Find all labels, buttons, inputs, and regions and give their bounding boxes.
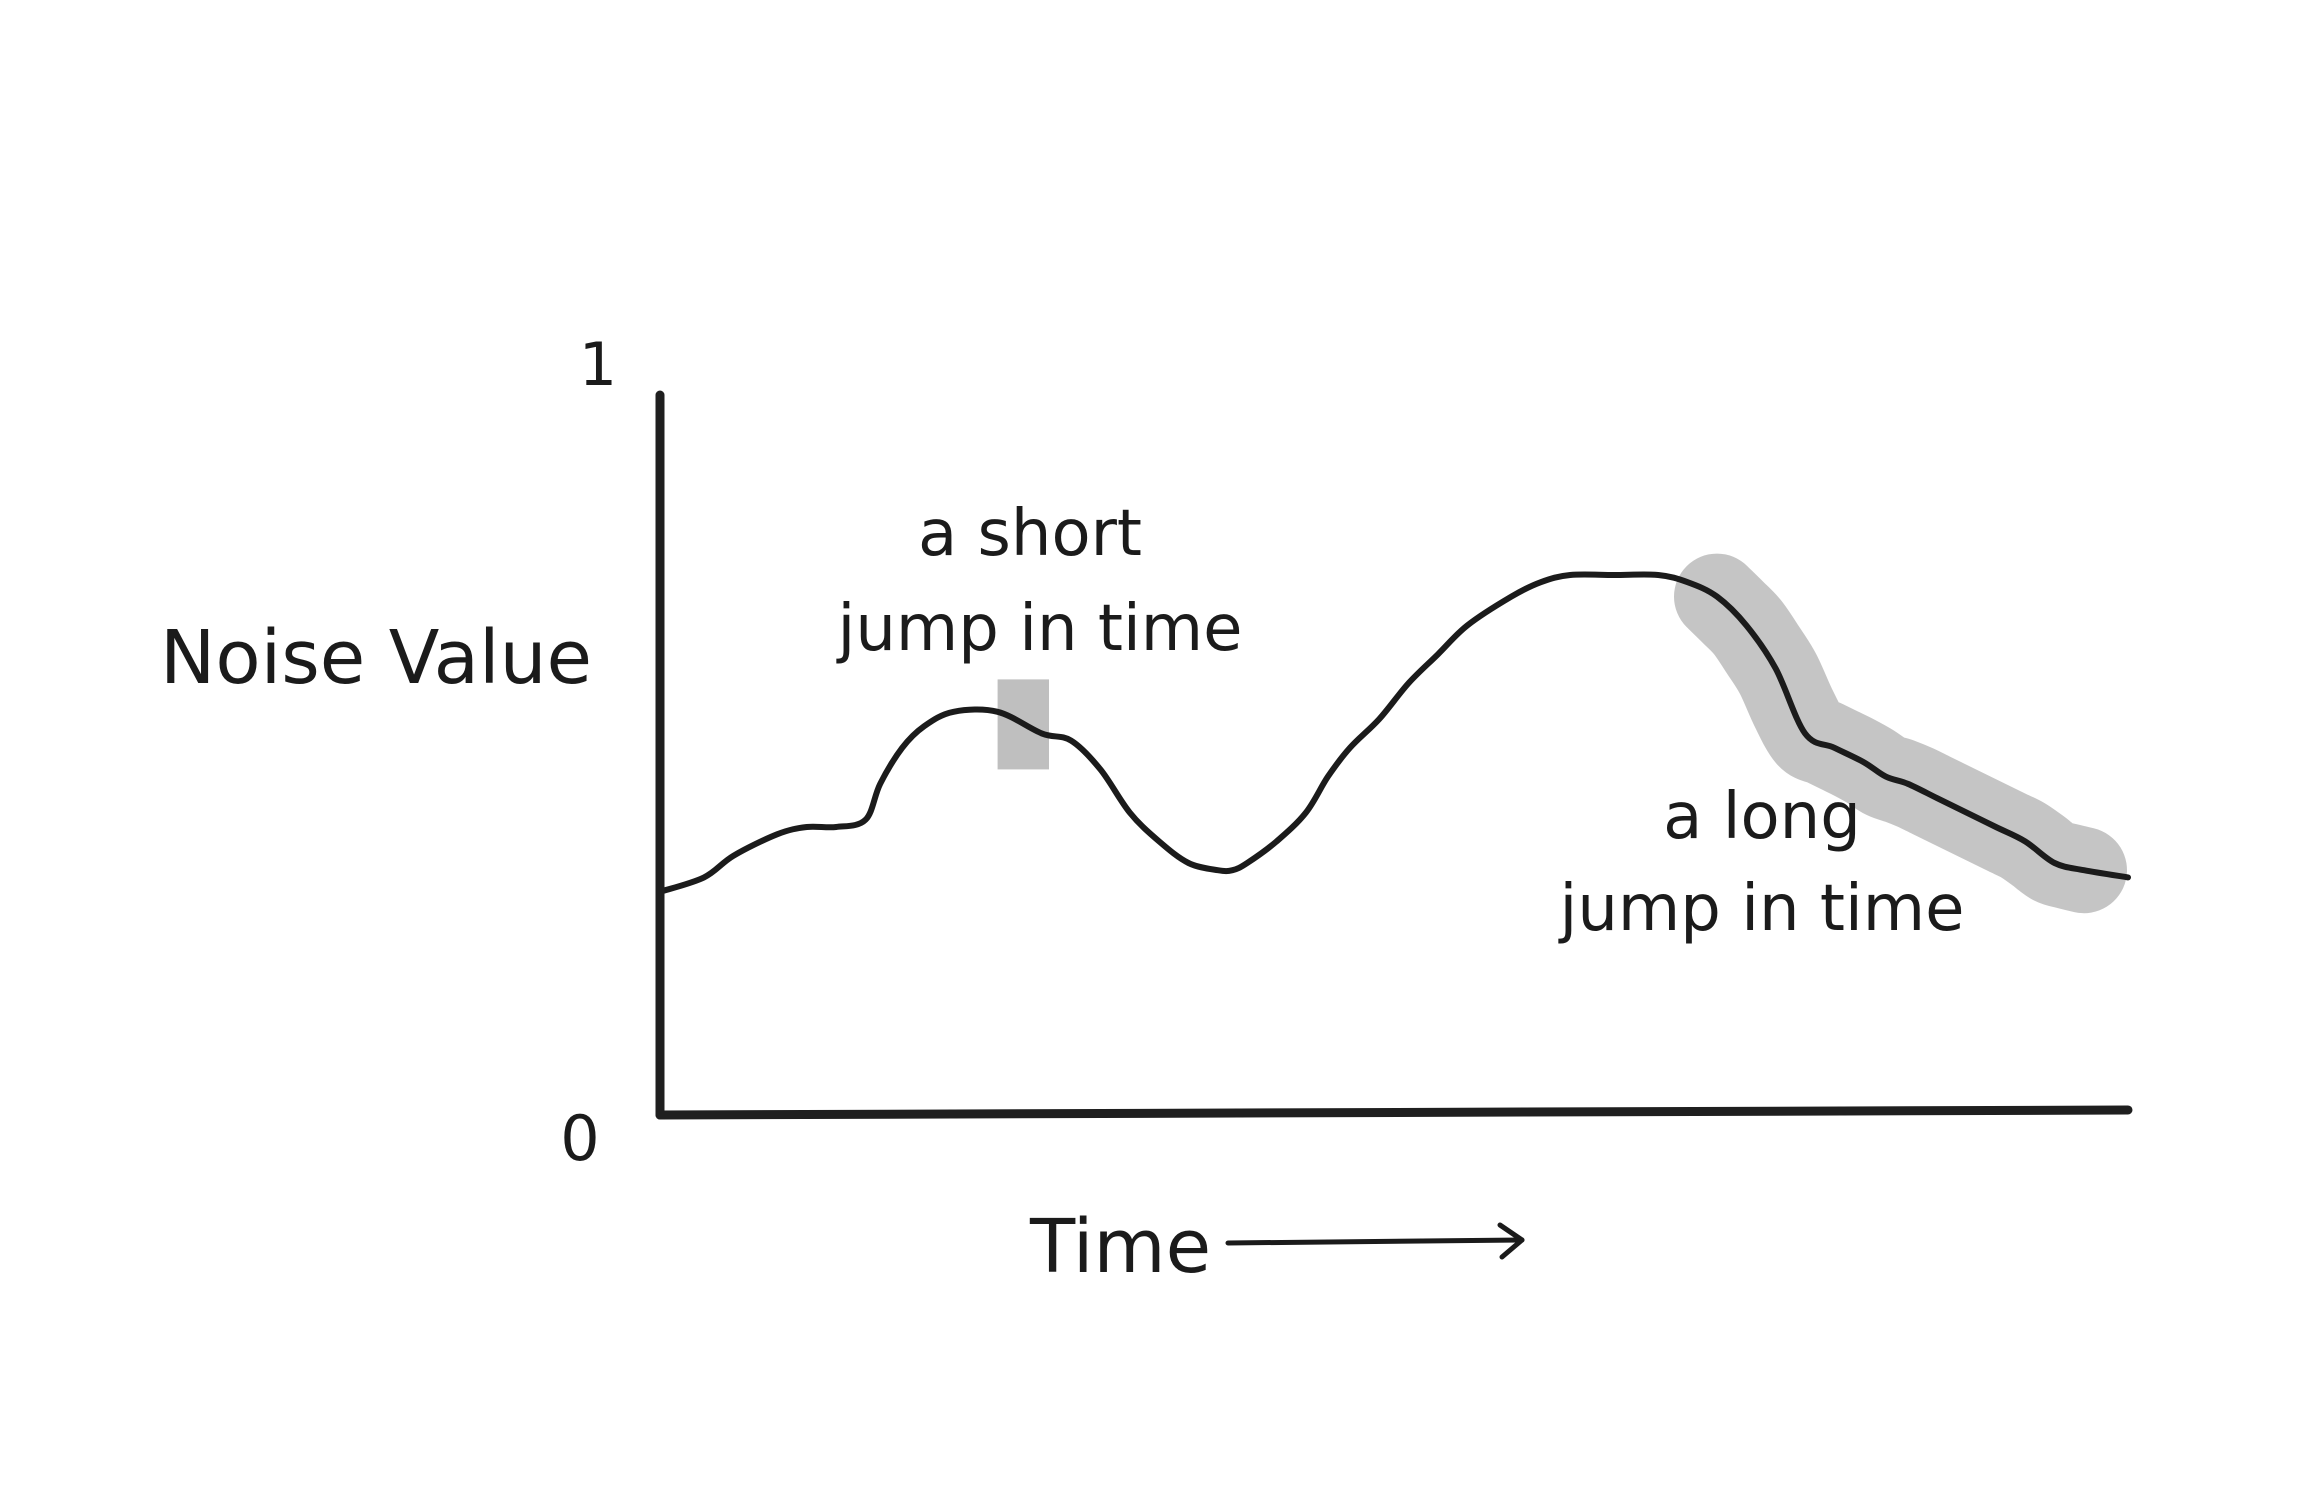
y-tick-1: 1 xyxy=(579,330,617,400)
annotation-long-line1: a long xyxy=(1663,780,1861,854)
noise-series-line xyxy=(657,571,2131,895)
annotation-long-line2: jump in time xyxy=(1558,872,1965,946)
annotation-short-line2: jump in time xyxy=(836,592,1243,666)
x-axis xyxy=(655,1105,2133,1120)
y-tick-0: 0 xyxy=(560,1102,599,1175)
time-arrow-icon xyxy=(1225,1222,1525,1260)
annotation-short-line1: a short xyxy=(918,497,1142,571)
y-axis-label: Noise Value xyxy=(160,615,592,701)
x-axis-label: Time xyxy=(1029,1204,1211,1290)
